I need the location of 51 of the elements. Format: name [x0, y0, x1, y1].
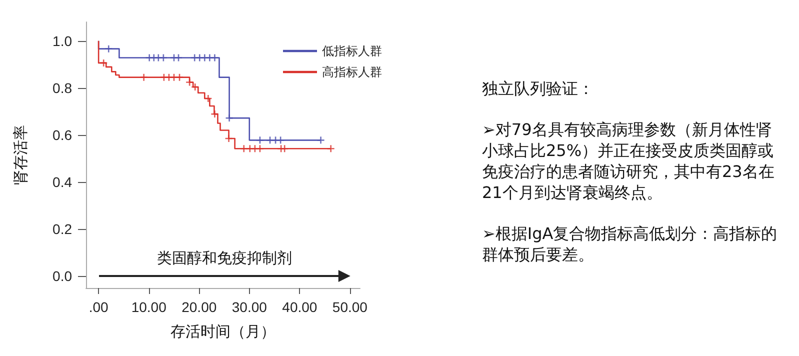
y-tick-label: 0.6	[52, 126, 72, 143]
x-tick-label: .00	[88, 299, 109, 315]
y-tick-label: 0.8	[52, 80, 72, 96]
point	[266, 136, 274, 144]
legend-label: 高指标人群	[322, 65, 382, 79]
point	[206, 54, 214, 62]
x-tick-label: 50.00	[332, 299, 368, 315]
y-axis-title: 肾存活率	[12, 125, 30, 185]
text: 独立队列验证：	[482, 78, 595, 99]
text: ➢对79名具有较高病理参数（新月体性肾小球占比25%）并正在接受皮质类固醇或免疫治疗的患者随访研究，其中有23名在21个月到达肾衰竭终点。	[482, 119, 776, 203]
point	[326, 144, 335, 153]
point	[164, 73, 174, 82]
x-tick-label: 40.00	[282, 299, 318, 315]
point	[210, 54, 219, 62]
point	[240, 144, 248, 153]
x-tick-label: 10.00	[131, 299, 167, 315]
legend-label: 低指标人群	[322, 44, 382, 58]
point	[190, 54, 199, 62]
point	[210, 110, 219, 118]
point	[145, 54, 154, 62]
point	[225, 114, 234, 122]
point	[276, 136, 285, 144]
point	[246, 144, 254, 153]
y-tick-label: 0.2	[52, 221, 72, 238]
point	[140, 73, 148, 82]
text: ➢根据IgA复合物指标高低划分：高指标的群体预后要差。	[482, 223, 778, 265]
point	[104, 44, 113, 53]
point	[175, 73, 184, 82]
point	[271, 136, 280, 144]
point	[256, 144, 264, 153]
x-tick-label: 30.00	[232, 299, 268, 315]
point	[256, 136, 264, 144]
y-tick-label: 0.0	[52, 268, 72, 284]
point	[170, 73, 178, 82]
annotation: 类固醇和免疫抑制剂	[156, 249, 292, 268]
point	[154, 54, 163, 62]
x-tick-label: 20.00	[182, 299, 217, 315]
point	[174, 54, 183, 62]
x-axis-title: 存活时间（月）	[170, 322, 276, 340]
point	[316, 136, 325, 144]
point	[204, 94, 212, 103]
point	[160, 73, 168, 82]
point	[99, 58, 108, 68]
point	[280, 144, 289, 153]
point	[159, 54, 168, 62]
point	[224, 134, 233, 143]
y-tick-label: 1.0	[52, 32, 72, 49]
point	[200, 54, 209, 62]
y-tick-label: 0.4	[52, 174, 72, 190]
point	[250, 144, 260, 153]
point	[195, 54, 204, 62]
